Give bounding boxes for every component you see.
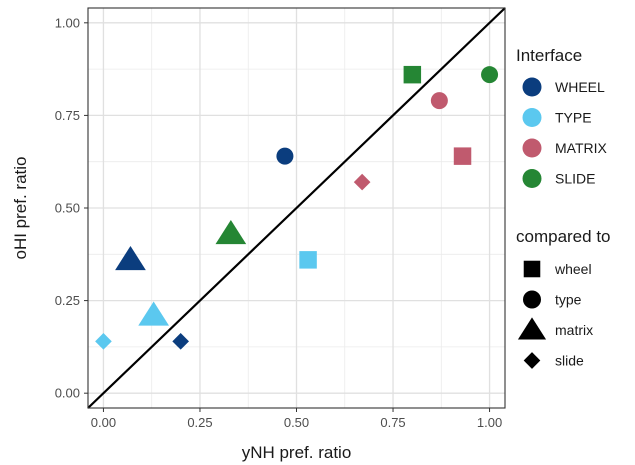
point-wheel-vs-slide (172, 333, 189, 350)
legend-compared-to-key-matrix (517, 317, 547, 340)
y-tick-label: 0.75 (55, 108, 80, 123)
x-tick-label: 0.50 (284, 415, 309, 430)
legend-compared-to-key-wheel (523, 260, 541, 278)
legend-interface: Interface WHEEL TYPE MATRIX SLIDE (516, 46, 608, 188)
legend-interface-label: MATRIX (555, 140, 608, 156)
legend-compared-to-label: matrix (555, 322, 593, 338)
point-wheel-vs-type (276, 147, 294, 165)
y-tick-label: 0.50 (55, 201, 80, 216)
x-tick-label: 0.25 (187, 415, 212, 430)
y-tick-label: 0.25 (55, 293, 80, 308)
legend-compared-to-title: compared to (516, 227, 611, 246)
legend-interface-key-matrix (522, 138, 542, 158)
point-type-vs-matrix (138, 301, 169, 326)
data-points (95, 65, 499, 350)
point-type-vs-wheel (299, 251, 317, 269)
x-axis-title: yNH pref. ratio (242, 443, 352, 462)
point-type-vs-slide (95, 333, 112, 350)
point-matrix-vs-wheel (453, 147, 472, 165)
point-slide-vs-wheel (403, 65, 422, 84)
y-axis: 0.00 0.25 0.50 0.75 1.00 (55, 15, 88, 401)
point-slide-vs-type (481, 66, 499, 84)
y-tick-label: 0.00 (55, 386, 80, 401)
legend-interface-title: Interface (516, 46, 582, 65)
x-tick-label: 0.00 (91, 415, 116, 430)
point-slide-vs-matrix (215, 220, 247, 245)
legend-interface-label: WHEEL (555, 79, 605, 95)
identity-line (87, 7, 506, 409)
legend-compared-to: compared to wheel type matrix slide (516, 227, 611, 369)
legend-interface-key-slide (522, 169, 542, 188)
legend-interface-label: SLIDE (555, 171, 595, 187)
legend-interface-key-type (522, 108, 542, 127)
x-axis: 0.00 0.25 0.50 0.75 1.00 (91, 408, 502, 430)
legend-compared-to-label: wheel (554, 261, 592, 277)
x-tick-label: 1.00 (477, 415, 502, 430)
point-wheel-vs-matrix (115, 245, 146, 271)
y-axis-title: oHI pref. ratio (11, 157, 30, 260)
legend-interface-key-wheel (522, 77, 542, 97)
x-tick-label: 0.75 (380, 415, 405, 430)
legend-compared-to-label: type (555, 292, 582, 308)
legend-compared-to-key-type (523, 290, 541, 309)
legend-interface-label: TYPE (555, 110, 592, 126)
legend-compared-to-key-slide (523, 352, 541, 369)
point-matrix-vs-type (430, 92, 448, 110)
legend-compared-to-label: slide (555, 353, 584, 369)
point-matrix-vs-slide (353, 173, 371, 191)
y-tick-label: 1.00 (55, 15, 80, 30)
